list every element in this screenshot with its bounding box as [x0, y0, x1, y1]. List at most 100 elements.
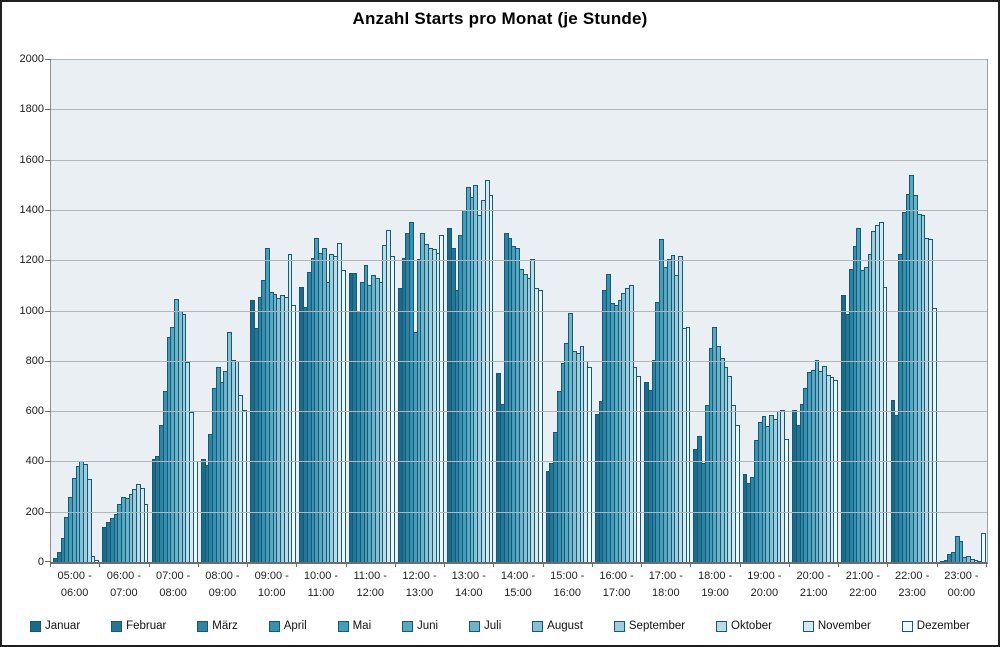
- x-axis-tick: [444, 562, 446, 567]
- bar-group: [297, 59, 346, 562]
- bar-dezember: [931, 308, 937, 562]
- x-axis-category-label: 10:00 - 11:00: [303, 570, 339, 599]
- legend-label: Januar: [45, 620, 81, 632]
- x-axis-tick: [394, 562, 396, 567]
- legend-label: April: [283, 620, 307, 632]
- gridline: [51, 310, 987, 312]
- legend-item-märz: März: [197, 620, 238, 632]
- y-axis-tick-label: 1800: [19, 103, 44, 116]
- gridline: [51, 209, 987, 211]
- legend-swatch: [268, 620, 280, 632]
- gridline: [51, 511, 987, 513]
- legend-swatch: [30, 620, 41, 632]
- y-axis-tick: [45, 310, 51, 312]
- legend-item-november: November: [802, 620, 871, 632]
- x-axis-tick: [197, 562, 199, 567]
- bar-group: [100, 59, 149, 562]
- legend-swatch: [802, 620, 814, 632]
- chart-title: Anzahl Starts pro Monat (je Stunde): [352, 9, 648, 28]
- legend-item-februar: Februar: [111, 620, 166, 632]
- x-axis-category-label: 16:00 - 17:00: [599, 570, 634, 599]
- x-axis-tick: [739, 562, 741, 567]
- bar-group: [642, 59, 691, 562]
- legend-item-august: August: [532, 620, 583, 632]
- x-axis-category-label: 19:00 - 20:00: [747, 570, 782, 599]
- x-axis-tick: [591, 562, 593, 567]
- bar-dezember: [488, 194, 494, 562]
- bar-dezember: [340, 270, 346, 562]
- y-axis: 0 200 400 600 800 1000 1200 1400 1600 1800 2000: [2, 53, 44, 568]
- y-axis-tick-label: 800: [25, 354, 44, 367]
- legend-label: Juli: [484, 620, 502, 632]
- legend: Januar Februar März April Mai Juni Juli August S…: [2, 620, 998, 632]
- x-axis-category-label: 18:00 - 19:00: [697, 570, 733, 599]
- bar-group: [839, 59, 888, 562]
- x-axis-category-label: 05:00 - 06:00: [57, 570, 92, 599]
- x-axis-category-label: 06:00 - 07:00: [106, 570, 142, 599]
- x-axis-tick: [493, 562, 495, 567]
- gridline: [51, 159, 987, 161]
- bar-group: [889, 59, 938, 562]
- bar-group: [691, 59, 740, 562]
- legend-swatch: [337, 620, 349, 632]
- x-axis-category-label: 11:00 - 12:00: [353, 570, 387, 599]
- legend-swatch: [716, 620, 728, 632]
- x-axis-ticks: [50, 562, 987, 568]
- x-axis-tick: [788, 562, 790, 567]
- legend-swatch: [469, 620, 481, 632]
- gridline: [51, 109, 987, 111]
- x-axis-tick: [345, 562, 347, 567]
- y-axis-tick: [45, 109, 51, 111]
- y-axis-tick-label: 400: [25, 455, 44, 468]
- y-axis-tick-label: 1400: [19, 203, 44, 216]
- bar-oktober: [86, 479, 92, 562]
- legend-label: August: [547, 620, 583, 632]
- bar-dezember: [685, 326, 691, 562]
- y-axis-tick: [45, 159, 51, 161]
- y-axis-tick-label: 1000: [19, 304, 44, 317]
- legend-label: Dezember: [916, 620, 970, 632]
- x-axis-tick: [542, 562, 544, 567]
- x-axis-category-label: 15:00 - 16:00: [550, 570, 585, 599]
- x-axis-labels: 05:00 - 06:00 06:00 - 07:00 07:00 - 08:00 0…: [50, 568, 986, 602]
- legend-item-juli: Juli: [469, 620, 501, 632]
- x-axis-category-label: 08:00 - 09:00: [205, 570, 240, 599]
- x-axis-category-label: 13:00 - 14:00: [451, 570, 486, 599]
- y-axis-tick-label: 1600: [19, 153, 44, 166]
- legend-swatch: [111, 620, 123, 632]
- plot-area: [45, 59, 988, 564]
- x-axis-tick: [986, 562, 987, 567]
- x-axis-tick: [247, 562, 249, 567]
- legend-item-juni: Juni: [402, 620, 438, 632]
- legend-item-april: April: [268, 620, 307, 632]
- x-axis-category-label: 23:00 - 00:00: [944, 570, 979, 599]
- bar-group: [396, 59, 445, 562]
- x-axis-tick: [838, 562, 840, 567]
- x-axis-category-label: 21:00 - 22:00: [845, 570, 880, 599]
- legend-swatch: [613, 620, 625, 632]
- x-axis-category-label: 20:00 - 21:00: [796, 570, 831, 599]
- y-axis-tick: [45, 260, 51, 262]
- bar-group: [741, 59, 790, 562]
- gridline: [51, 260, 987, 262]
- y-axis-tick-label: 0: [37, 556, 44, 568]
- legend-item-mai: Mai: [337, 620, 371, 632]
- legend-swatch: [197, 620, 209, 632]
- bar-dezember: [291, 305, 297, 562]
- legend-swatch: [901, 620, 913, 632]
- bar-dezember: [587, 367, 592, 562]
- bar-dezember: [981, 533, 986, 562]
- bar-dezember: [734, 424, 740, 562]
- y-axis-tick-label: 1200: [19, 254, 44, 267]
- bar-group: [445, 59, 494, 562]
- y-axis-tick: [45, 461, 51, 463]
- x-axis-category-label: 22:00 - 23:00: [895, 570, 930, 599]
- bar-group: [938, 59, 987, 562]
- x-axis-tick: [641, 562, 643, 567]
- legend-label: März: [212, 620, 238, 632]
- y-axis-tick: [45, 209, 51, 211]
- bar-group: [248, 59, 297, 562]
- gridline: [51, 360, 987, 362]
- x-axis-category-label: 17:00 - 18:00: [648, 570, 683, 599]
